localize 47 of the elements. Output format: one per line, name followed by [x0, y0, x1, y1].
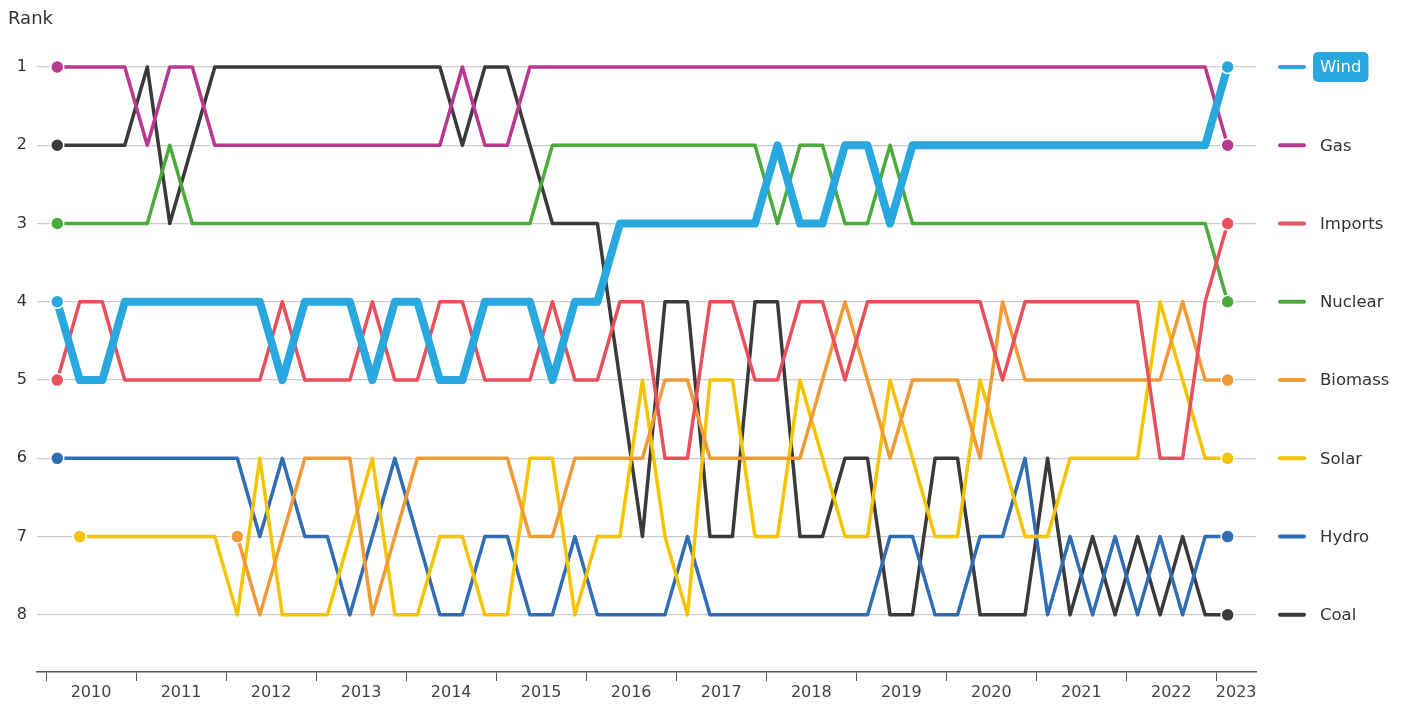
point: [1220, 529, 1235, 544]
point: [1220, 372, 1235, 388]
point: [1220, 451, 1235, 466]
point: [50, 372, 65, 388]
x-tick-label: 2022: [1151, 681, 1192, 701]
x-tick-label: 2013: [340, 681, 382, 701]
x-tick-label: 2019: [880, 681, 922, 701]
y-axis-title: Rank: [8, 6, 54, 28]
x-tick-label: 2016: [610, 681, 652, 701]
x-tick-label: 2021: [1060, 681, 1102, 701]
point: [50, 294, 65, 310]
x-tick-label: 2020: [970, 681, 1012, 701]
point: [50, 451, 65, 466]
x-tick-label: 2012: [250, 681, 292, 701]
point: [50, 216, 65, 231]
y-tick-label: 2: [16, 134, 27, 154]
y-tick-label: 1: [16, 56, 27, 76]
y-tick-label: 3: [16, 212, 27, 232]
y-tick-label: 4: [16, 290, 27, 310]
y-tick-label: 7: [16, 525, 27, 545]
legend-label: Biomass: [1320, 370, 1390, 390]
y-tick-label: 8: [16, 604, 27, 624]
x-tick-label: 2018: [790, 681, 832, 701]
x-tick-label: 2014: [430, 681, 472, 701]
legend-label: Coal: [1320, 605, 1357, 625]
y-tick-label: 6: [16, 447, 27, 467]
legend-label: Hydro: [1320, 526, 1370, 546]
point: [1220, 59, 1235, 75]
legend-label: Imports: [1320, 213, 1384, 233]
y-tick-label: 5: [16, 369, 27, 389]
x-tick-label: 2015: [520, 681, 562, 701]
point: [50, 59, 65, 75]
legend-label: Wind: [1320, 57, 1362, 77]
point: [230, 529, 245, 544]
legend-label: Nuclear: [1320, 292, 1384, 312]
x-tick-label: 2023: [1215, 681, 1257, 701]
point: [1220, 607, 1235, 623]
point: [50, 138, 65, 153]
x-tick-label: 2011: [160, 681, 202, 701]
point: [1220, 216, 1235, 231]
legend-label: Gas: [1320, 135, 1352, 155]
x-tick-label: 2010: [70, 681, 112, 701]
legend-label: Solar: [1320, 448, 1363, 468]
point: [1220, 138, 1235, 153]
point: [72, 529, 88, 544]
x-tick-label: 2017: [700, 681, 742, 701]
point: [1220, 294, 1235, 310]
